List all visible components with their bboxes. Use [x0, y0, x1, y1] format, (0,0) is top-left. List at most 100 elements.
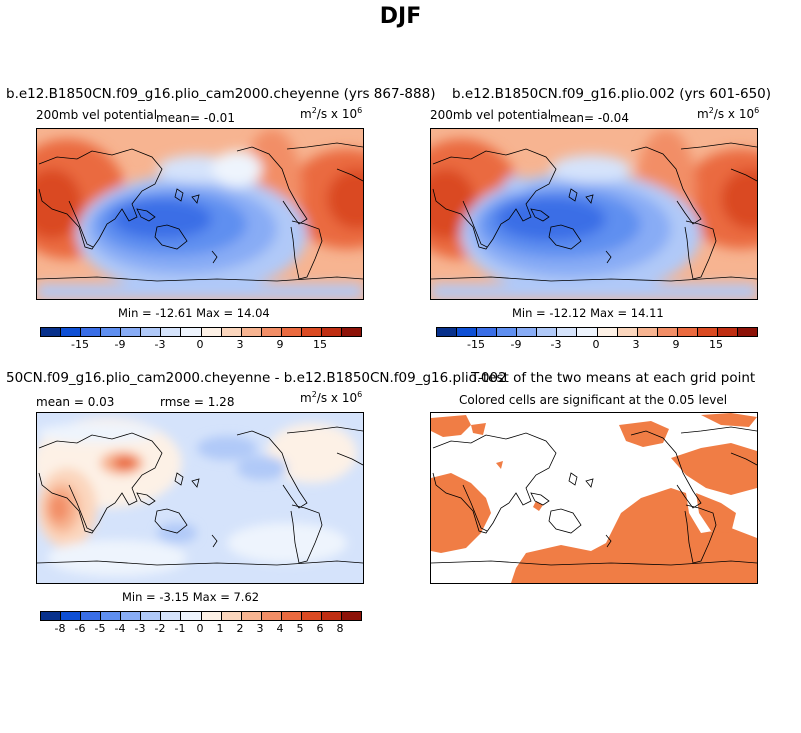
colorbar-box	[617, 328, 638, 336]
colorbar-tick-label: 9	[672, 338, 680, 351]
panel1-title: b.e12.B1850CN.f09_g16.plio_cam2000.cheye…	[6, 86, 436, 102]
colorbar-box	[41, 612, 62, 620]
panel3-units: m2/s x 106	[300, 390, 363, 405]
colorbar-box	[61, 328, 82, 336]
colorbar-tick-label: -6	[74, 622, 86, 635]
colorbar-box	[161, 612, 182, 620]
colorbar-box	[181, 612, 202, 620]
panel2-minmax: Min = -12.12 Max = 14.11	[512, 306, 664, 320]
colorbar-box	[101, 328, 122, 336]
colorbar-box	[201, 612, 222, 620]
colorbar-tick-label: 3	[236, 338, 244, 351]
colorbar-tick-label: -3	[154, 338, 166, 351]
colorbar-tick-label: -3	[134, 622, 146, 635]
colorbar-box	[281, 612, 302, 620]
colorbar-box	[321, 328, 342, 336]
panel3-map-svg	[37, 413, 363, 583]
colorbar-box	[201, 328, 222, 336]
colorbar-box	[241, 328, 262, 336]
panel3-title: 50CN.f09_g16.plio_cam2000.cheyenne - b.e…	[6, 370, 507, 386]
panel2-field-label: 200mb vel potential	[430, 108, 552, 122]
colorbar-tick-label: 0	[196, 338, 204, 351]
panel1-map	[36, 128, 364, 300]
colorbar-tick-label: -3	[550, 338, 562, 351]
colorbar-box	[637, 328, 658, 336]
colorbar-tick-label: -5	[94, 622, 106, 635]
colorbar-box	[457, 328, 478, 336]
panel4-map-svg	[431, 413, 757, 583]
panel2-map	[430, 128, 758, 300]
colorbar-tick-label: -9	[114, 338, 126, 351]
colorbar-box	[141, 612, 162, 620]
panel3-minmax: Min = -3.15 Max = 7.62	[122, 590, 260, 604]
figure-title: DJF	[379, 4, 422, 29]
colorbar-box	[737, 328, 757, 336]
colorbar-box	[261, 328, 282, 336]
colorbar-box	[301, 612, 322, 620]
colorbar-tick-label: 15	[709, 338, 723, 351]
colorbar-box	[497, 328, 518, 336]
panel4-coastlines	[431, 426, 757, 566]
panel4-subtitle: Colored cells are significant at the 0.0…	[459, 393, 728, 407]
panel4-significant-cells	[431, 413, 757, 583]
colorbar-box	[301, 328, 322, 336]
panel2-title: b.e12.B1850CN.f09_g16.plio.002 (yrs 601-…	[452, 86, 772, 102]
colorbar-box	[341, 328, 361, 336]
panel4-title: T-test of the two means at each grid poi…	[471, 370, 756, 386]
colorbar-tick-label: 1	[216, 622, 224, 635]
panel2-colorbar	[436, 327, 758, 337]
colorbar-tick-label: -9	[510, 338, 522, 351]
colorbar-box	[81, 328, 102, 336]
panel3-rmse: rmse = 1.28	[160, 395, 235, 409]
panel3-colorbar-ticks: -8 -6 -5 -4 -3 -2 -1 0 1 2 3 4 5 6 8	[40, 622, 360, 636]
panel1-field-label: 200mb vel potential	[36, 108, 158, 122]
panel3-colorbar	[40, 611, 362, 621]
colorbar-tick-label: 8	[336, 622, 344, 635]
colorbar-box	[281, 328, 302, 336]
colorbar-box	[697, 328, 718, 336]
colorbar-box	[161, 328, 182, 336]
colorbar-box	[261, 612, 282, 620]
colorbar-box	[537, 328, 558, 336]
colorbar-tick-label: 2	[236, 622, 244, 635]
colorbar-tick-label: 9	[276, 338, 284, 351]
panel2-colorbar-ticks: -15 -9 -3 0 3 9 15	[436, 338, 756, 352]
colorbar-box	[221, 328, 242, 336]
colorbar-box	[221, 612, 242, 620]
panel2-coastlines	[431, 142, 757, 282]
colorbar-box	[101, 612, 122, 620]
colorbar-box	[677, 328, 698, 336]
panel3-mean: mean = 0.03	[36, 395, 115, 409]
colorbar-box	[121, 612, 142, 620]
panel1-map-svg	[37, 129, 363, 299]
colorbar-tick-label: 0	[196, 622, 204, 635]
colorbar-tick-label: 0	[592, 338, 600, 351]
colorbar-box	[121, 328, 142, 336]
colorbar-tick-label: -15	[71, 338, 89, 351]
colorbar-box	[81, 612, 102, 620]
colorbar-tick-label: -8	[54, 622, 66, 635]
colorbar-box	[477, 328, 498, 336]
colorbar-tick-label: -4	[114, 622, 126, 635]
panel3-coastlines	[37, 426, 363, 566]
panel2-mean: mean= -0.04	[550, 111, 629, 125]
colorbar-box	[181, 328, 202, 336]
panel1-units: m2/s x 106	[300, 106, 363, 121]
colorbar-box	[657, 328, 678, 336]
colorbar-tick-label: 15	[313, 338, 327, 351]
colorbar-box	[517, 328, 538, 336]
panel1-coastlines	[37, 142, 363, 282]
colorbar-tick-label: 5	[296, 622, 304, 635]
colorbar-box	[557, 328, 578, 336]
colorbar-box	[341, 612, 361, 620]
panel2-map-svg	[431, 129, 757, 299]
panel3-map	[36, 412, 364, 584]
colorbar-box	[597, 328, 618, 336]
colorbar-box	[141, 328, 162, 336]
colorbar-tick-label: 6	[316, 622, 324, 635]
colorbar-tick-label: 3	[632, 338, 640, 351]
colorbar-box	[241, 612, 262, 620]
colorbar-tick-label: -1	[174, 622, 186, 635]
colorbar-box	[41, 328, 62, 336]
panel4-map	[430, 412, 758, 584]
